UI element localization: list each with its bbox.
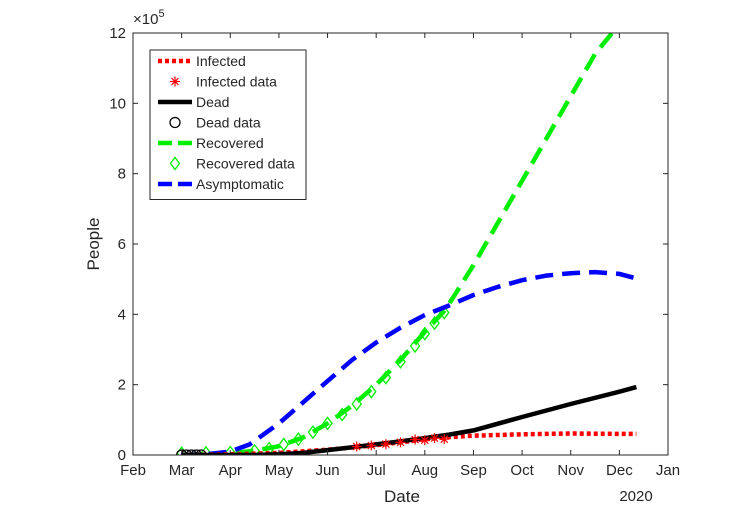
x-tick-label: May [265, 462, 294, 479]
y-tick-label: 4 [118, 306, 126, 323]
legend-label-recovered-data: Recovered data [196, 156, 295, 172]
x-tick-label: Oct [510, 462, 534, 479]
legend-item-infected-data: Infected data [170, 74, 277, 90]
recovered-data-point [409, 338, 421, 354]
y-tick-label: 2 [118, 377, 126, 394]
x-axis-label: Date [384, 487, 420, 506]
infected-data-point [410, 434, 421, 445]
y-axis-label: People [84, 218, 103, 271]
recovered-data-point [278, 437, 290, 452]
legend-item-recovered-data: Recovered data [169, 156, 295, 172]
legend-label-recovered: Recovered [196, 135, 264, 151]
x-tick-label: Jan [656, 462, 680, 479]
legend-swatch-infected-data [170, 76, 180, 87]
series-recovered-line [181, 33, 614, 455]
plot-series [175, 33, 637, 455]
x-tick-label: Jul [367, 462, 386, 479]
x-tick-label: Mar [169, 462, 195, 479]
x-tick-label: Dec [606, 462, 633, 479]
legend-item-dead-data: Dead data [169, 115, 261, 131]
x-tick-label: Jun [315, 462, 339, 479]
legend-label-dead-data: Dead data [196, 115, 261, 131]
recovered-data-point [224, 445, 236, 455]
y-tick-label: 8 [118, 166, 126, 183]
legend-swatch-dead-data [169, 116, 181, 129]
legend-item-infected: Infected [158, 53, 246, 69]
recovered-data-point [419, 326, 431, 341]
legend-label-asymptomatic: Asymptomatic [196, 176, 284, 192]
infected-data-point [380, 439, 391, 450]
legend-item-recovered: Recovered [158, 135, 264, 151]
infected-data-point [366, 440, 377, 451]
legend-box [149, 49, 307, 200]
infected-data-point [395, 437, 406, 448]
y-tick-label: 6 [118, 236, 126, 253]
year-label: 2020 [619, 488, 652, 505]
legend: Infected Infected data Dead Dead data Recove… [149, 49, 307, 200]
recovered-data-point [249, 443, 260, 455]
x-tick-label: Aug [411, 462, 438, 479]
legend-label-infected: Infected [196, 53, 246, 69]
recovered-data-point [322, 416, 333, 431]
dead-data-point [180, 449, 193, 455]
dead-data-point [185, 449, 198, 455]
infected-data-point [429, 433, 440, 444]
recovered-data-point [351, 396, 363, 412]
legend-label-dead: Dead [196, 94, 229, 110]
infected-data-point [419, 435, 430, 446]
legend-swatch-recovered-data [169, 156, 181, 171]
dead-data-point [195, 449, 207, 455]
y-tick-label: 0 [118, 447, 126, 464]
axes: Feb Mar Apr May Jun Jul Aug Sep Oct Nov Dec Jan 0 2 4 6… [109, 25, 680, 479]
x-tick-label: Apr [219, 462, 242, 479]
y-exponent-power: 5 [158, 8, 164, 20]
series-asymptomatic-line [181, 269, 637, 455]
x-tick-label: Nov [557, 462, 584, 479]
y-tick-label: 10 [109, 95, 126, 112]
y-tick-label: 12 [109, 25, 126, 42]
x-tick-label: Feb [120, 462, 146, 479]
dead-data-point [190, 449, 202, 455]
infected-data-point [439, 434, 450, 445]
infected-data-point [351, 441, 362, 452]
x-tick-label: Sep [460, 462, 487, 479]
series-infected-data-markers [351, 433, 450, 452]
legend-label-infected-data: Infected data [196, 74, 277, 90]
y-exponent-label: ×105 [133, 8, 165, 28]
legend-item-dead: Dead [158, 94, 229, 110]
legend-item-asymptomatic: Asymptomatic [158, 176, 284, 192]
